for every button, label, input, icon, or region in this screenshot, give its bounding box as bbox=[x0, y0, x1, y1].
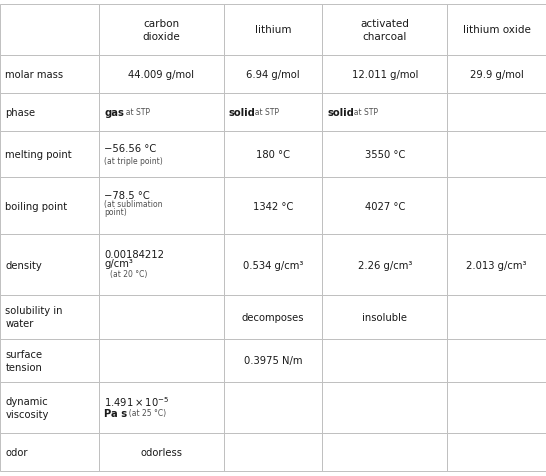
Bar bbox=[0, 93, 99, 131]
Text: carbon
dioxide: carbon dioxide bbox=[143, 19, 180, 42]
Bar bbox=[447, 178, 546, 235]
Bar bbox=[447, 296, 546, 339]
Text: at STP: at STP bbox=[250, 108, 278, 117]
Text: solubility in
water: solubility in water bbox=[5, 306, 63, 328]
Text: $1.491\times10^{-5}$: $1.491\times10^{-5}$ bbox=[104, 395, 170, 408]
Bar bbox=[223, 178, 323, 235]
Bar bbox=[99, 56, 223, 93]
Bar bbox=[447, 131, 546, 178]
Bar bbox=[0, 56, 99, 93]
Text: at STP: at STP bbox=[349, 108, 378, 117]
Bar bbox=[0, 339, 99, 383]
Bar bbox=[323, 235, 447, 296]
Text: melting point: melting point bbox=[5, 149, 72, 159]
Text: 44.009 g/mol: 44.009 g/mol bbox=[128, 69, 194, 79]
Bar bbox=[323, 383, 447, 434]
Text: at STP: at STP bbox=[121, 108, 150, 117]
Bar bbox=[447, 5, 546, 56]
Bar bbox=[223, 93, 323, 131]
Text: 2.26 g/cm³: 2.26 g/cm³ bbox=[358, 260, 412, 270]
Bar bbox=[0, 131, 99, 178]
Text: 12.011 g/mol: 12.011 g/mol bbox=[352, 69, 418, 79]
Bar bbox=[223, 296, 323, 339]
Bar bbox=[0, 434, 99, 471]
Text: solid: solid bbox=[229, 108, 256, 118]
Bar bbox=[223, 56, 323, 93]
Text: insoluble: insoluble bbox=[362, 312, 407, 322]
Bar bbox=[223, 383, 323, 434]
Text: −78.5 °C: −78.5 °C bbox=[104, 190, 150, 200]
Bar bbox=[323, 93, 447, 131]
Text: surface
tension: surface tension bbox=[5, 349, 43, 372]
Text: 0.3975 N/m: 0.3975 N/m bbox=[244, 356, 302, 366]
Bar bbox=[223, 5, 323, 56]
Text: 2.013 g/cm³: 2.013 g/cm³ bbox=[466, 260, 527, 270]
Bar bbox=[223, 235, 323, 296]
Text: 0.00184212: 0.00184212 bbox=[104, 249, 164, 259]
Text: 29.9 g/mol: 29.9 g/mol bbox=[470, 69, 524, 79]
Bar bbox=[0, 296, 99, 339]
Text: 4027 °C: 4027 °C bbox=[365, 201, 405, 211]
Bar bbox=[223, 131, 323, 178]
Text: molar mass: molar mass bbox=[5, 69, 63, 79]
Bar bbox=[323, 131, 447, 178]
Text: phase: phase bbox=[5, 108, 35, 118]
Bar bbox=[99, 5, 223, 56]
Text: Pa s: Pa s bbox=[104, 408, 128, 418]
Bar bbox=[0, 235, 99, 296]
Text: 6.94 g/mol: 6.94 g/mol bbox=[246, 69, 300, 79]
Bar bbox=[447, 383, 546, 434]
Bar bbox=[99, 93, 223, 131]
Bar bbox=[99, 434, 223, 471]
Bar bbox=[223, 434, 323, 471]
Bar bbox=[323, 56, 447, 93]
Text: (at 25 °C): (at 25 °C) bbox=[124, 408, 166, 417]
Bar bbox=[99, 235, 223, 296]
Text: lithium: lithium bbox=[255, 25, 291, 35]
Bar bbox=[99, 296, 223, 339]
Bar bbox=[447, 434, 546, 471]
Text: 0.534 g/cm³: 0.534 g/cm³ bbox=[243, 260, 303, 270]
Text: boiling point: boiling point bbox=[5, 201, 68, 211]
Bar bbox=[0, 178, 99, 235]
Text: (at 20 °C): (at 20 °C) bbox=[110, 269, 147, 278]
Bar bbox=[99, 178, 223, 235]
Text: −56.56 °C: −56.56 °C bbox=[104, 144, 157, 154]
Text: density: density bbox=[5, 260, 42, 270]
Text: (at sublimation: (at sublimation bbox=[104, 200, 163, 208]
Bar bbox=[99, 383, 223, 434]
Bar bbox=[447, 56, 546, 93]
Bar bbox=[447, 235, 546, 296]
Text: point): point) bbox=[104, 208, 127, 217]
Text: (at triple point): (at triple point) bbox=[104, 157, 163, 166]
Bar bbox=[323, 5, 447, 56]
Bar bbox=[323, 178, 447, 235]
Text: 180 °C: 180 °C bbox=[256, 149, 290, 159]
Bar bbox=[99, 131, 223, 178]
Text: solid: solid bbox=[328, 108, 355, 118]
Text: gas: gas bbox=[104, 108, 124, 118]
Bar bbox=[447, 339, 546, 383]
Text: odorless: odorless bbox=[140, 447, 182, 457]
Text: 3550 °C: 3550 °C bbox=[365, 149, 405, 159]
Bar bbox=[323, 434, 447, 471]
Text: lithium oxide: lithium oxide bbox=[462, 25, 531, 35]
Bar bbox=[447, 93, 546, 131]
Text: dynamic
viscosity: dynamic viscosity bbox=[5, 397, 49, 419]
Text: g/cm³: g/cm³ bbox=[104, 258, 133, 268]
Bar bbox=[0, 383, 99, 434]
Text: activated
charcoal: activated charcoal bbox=[360, 19, 409, 42]
Bar bbox=[223, 339, 323, 383]
Bar bbox=[0, 5, 99, 56]
Bar bbox=[99, 339, 223, 383]
Text: 1342 °C: 1342 °C bbox=[253, 201, 293, 211]
Text: decomposes: decomposes bbox=[242, 312, 304, 322]
Bar bbox=[323, 339, 447, 383]
Text: odor: odor bbox=[5, 447, 28, 457]
Bar bbox=[323, 296, 447, 339]
